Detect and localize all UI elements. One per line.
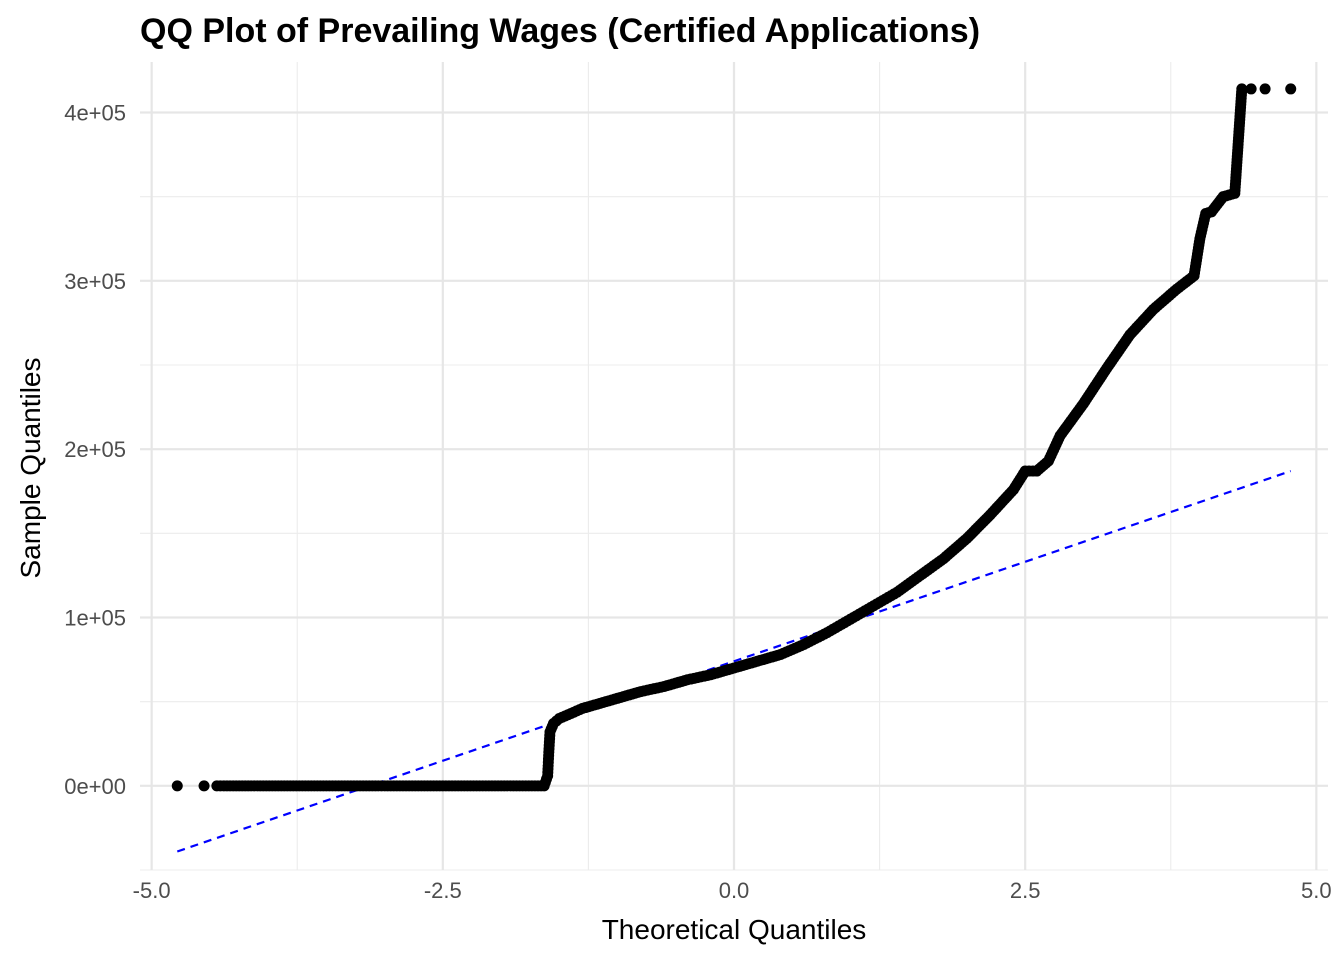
sample-point — [1259, 83, 1271, 95]
sample-point — [171, 780, 183, 792]
x-tick-label: 5.0 — [1301, 878, 1332, 903]
sample-point — [1245, 83, 1257, 95]
sample-point — [1285, 83, 1297, 95]
grid-lines — [140, 62, 1328, 871]
y-tick-label: 0e+00 — [64, 774, 126, 799]
y-tick-label: 4e+05 — [64, 101, 126, 126]
x-tick-label: 2.5 — [1010, 878, 1041, 903]
sample-points — [171, 83, 1297, 792]
x-tick-label: -2.5 — [424, 878, 462, 903]
sample-point — [1236, 83, 1248, 95]
y-axis-title: Sample Quantiles — [15, 357, 46, 578]
x-axis-title: Theoretical Quantiles — [602, 914, 867, 945]
y-axis-ticks: 0e+00 1e+05 2e+05 3e+05 4e+05 — [64, 101, 126, 799]
y-tick-label: 1e+05 — [64, 606, 126, 631]
x-tick-label: 0.0 — [719, 878, 750, 903]
chart-title: QQ Plot of Prevailing Wages (Certified A… — [140, 12, 980, 50]
x-axis-ticks: -5.0 -2.5 0.0 2.5 5.0 — [133, 878, 1332, 903]
y-tick-label: 2e+05 — [64, 437, 126, 462]
y-tick-label: 3e+05 — [64, 269, 126, 294]
sample-point — [198, 780, 210, 792]
x-tick-label: -5.0 — [133, 878, 171, 903]
